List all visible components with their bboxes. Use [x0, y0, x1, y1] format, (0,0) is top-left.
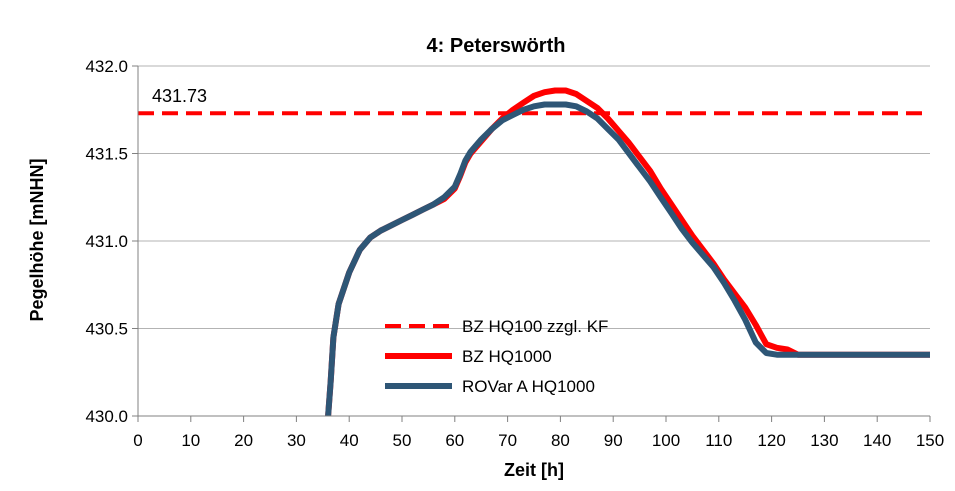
- x-tick-label: 100: [652, 431, 680, 450]
- x-tick-label: 40: [340, 431, 359, 450]
- x-tick-label: 120: [757, 431, 785, 450]
- series-bz-hq1000-line: [325, 87, 930, 417]
- x-tick-label: 0: [133, 431, 142, 450]
- series-layer: [138, 87, 930, 417]
- legend-label: ROVar A HQ1000: [462, 377, 595, 396]
- y-axis-title: Pegelhöhe [mNHN]: [27, 158, 47, 321]
- label-layer: 4: Peterswörth Zeit [h] Pegelhöhe [mNHN]…: [27, 35, 565, 480]
- chart-title: 4: Peterswörth: [427, 35, 566, 57]
- x-tick-label: 60: [445, 431, 464, 450]
- x-tick-label: 50: [393, 431, 412, 450]
- grid-layer: [138, 65, 930, 329]
- y-tick-label: 431.0: [85, 232, 128, 251]
- x-tick-label: 150: [916, 431, 944, 450]
- axis-layer: 430.0 430.5 431.0 431.5 432.0 0 10 20 30 40 50 60 70…: [85, 57, 944, 450]
- x-tick-label: 90: [604, 431, 623, 450]
- x-tick-label: 70: [498, 431, 517, 450]
- legend-label: BZ HQ1000: [462, 347, 552, 366]
- x-tick-label: 130: [810, 431, 838, 450]
- x-tick-label: 10: [181, 431, 200, 450]
- y-tick-label: 430.5: [85, 320, 128, 339]
- y-tick-label: 432.0: [85, 57, 128, 76]
- x-tick-label: 110: [705, 431, 732, 450]
- series-rovar-a-hq1000-line: [325, 101, 930, 417]
- x-tick-label: 80: [551, 431, 570, 450]
- x-tick-label: 30: [287, 431, 306, 450]
- threshold-annotation: 431.73: [152, 86, 207, 106]
- x-tick-label: 140: [863, 431, 891, 450]
- x-axis-title: Zeit [h]: [504, 460, 564, 480]
- legend-label: BZ HQ100 zzgl. KF: [462, 317, 608, 336]
- legend: BZ HQ100 zzgl. KF BZ HQ1000 ROVar A HQ1000: [385, 317, 608, 396]
- x-tick-label: 20: [234, 431, 253, 450]
- y-tick-label: 431.5: [85, 145, 128, 164]
- y-tick-label: 430.0: [85, 407, 128, 426]
